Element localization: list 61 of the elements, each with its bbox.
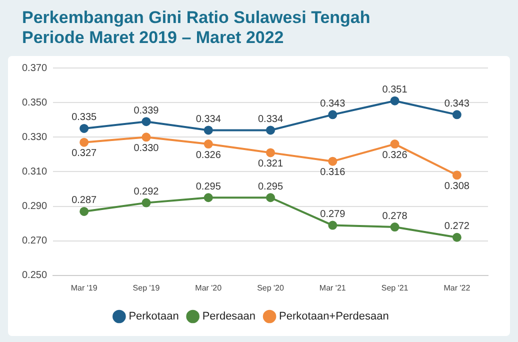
- point: [328, 220, 338, 230]
- point: [142, 198, 151, 208]
- data-label: 0.343: [444, 98, 470, 110]
- point: [204, 126, 213, 135]
- data-label: 0.334: [258, 114, 284, 125]
- data-label: 0.351: [382, 84, 408, 96]
- point: [80, 138, 89, 147]
- data-label: 0.292: [134, 186, 160, 198]
- point: [266, 148, 276, 158]
- data-label: 0.279: [320, 209, 346, 220]
- x-tick-label: Sep '21: [381, 283, 409, 292]
- point: [80, 206, 89, 216]
- x-tick-label: Mar '20: [195, 283, 222, 292]
- data-label: 0.343: [320, 98, 346, 110]
- chart-subtitle: Periode Maret 2019 – Maret 2022: [22, 28, 285, 48]
- x-tick-label: Mar '22: [444, 283, 471, 292]
- data-label: 0.335: [72, 112, 98, 124]
- data-label: 0.295: [258, 181, 284, 192]
- point: [142, 117, 151, 126]
- x-tick-label: Sep '20: [257, 283, 284, 292]
- data-label: 0.334: [196, 114, 222, 125]
- point: [390, 222, 400, 232]
- data-label: 0.316: [320, 167, 346, 178]
- y-tick-label: 0.310: [22, 166, 48, 178]
- data-label: 0.326: [196, 150, 222, 161]
- point: [328, 156, 338, 166]
- legend-label: Perdesaan: [202, 310, 256, 323]
- point: [452, 110, 462, 120]
- point: [80, 124, 89, 133]
- point: [390, 96, 400, 106]
- point: [266, 126, 276, 135]
- x-tick-label: Mar '21: [319, 283, 346, 292]
- y-tick-label: 0.270: [22, 236, 48, 247]
- point: [452, 170, 462, 180]
- x-tick-label: Mar '19: [70, 283, 98, 292]
- point: [204, 193, 213, 202]
- data-label: 0.287: [72, 195, 98, 206]
- data-label: 0.272: [444, 221, 470, 232]
- chart-title: Perkembangan Gini Ratio Sulawesi Tengah: [22, 8, 370, 28]
- data-label: 0.326: [382, 150, 408, 161]
- y-tick-label: 0.330: [22, 132, 48, 143]
- data-label: 0.330: [134, 142, 160, 154]
- point: [390, 140, 400, 149]
- point: [452, 232, 462, 242]
- point: [142, 132, 151, 142]
- data-label: 0.308: [444, 180, 470, 192]
- data-label: 0.321: [258, 158, 284, 170]
- point: [266, 193, 276, 202]
- data-label: 0.295: [196, 181, 222, 192]
- point: [204, 140, 213, 149]
- data-label: 0.339: [134, 105, 160, 116]
- x-tick-label: Sep '19: [132, 283, 160, 292]
- point: [328, 110, 338, 120]
- y-tick-label: 0.350: [22, 97, 48, 108]
- data-label: 0.327: [72, 148, 98, 160]
- y-tick-label: 0.250: [22, 270, 48, 282]
- data-label: 0.278: [382, 210, 408, 222]
- legend-label: Perkotaan+Perdesaan: [279, 310, 389, 323]
- y-tick-label: 0.370: [22, 62, 48, 74]
- y-tick-label: 0.290: [22, 201, 48, 212]
- legend-label: Perkotaan: [128, 310, 179, 323]
